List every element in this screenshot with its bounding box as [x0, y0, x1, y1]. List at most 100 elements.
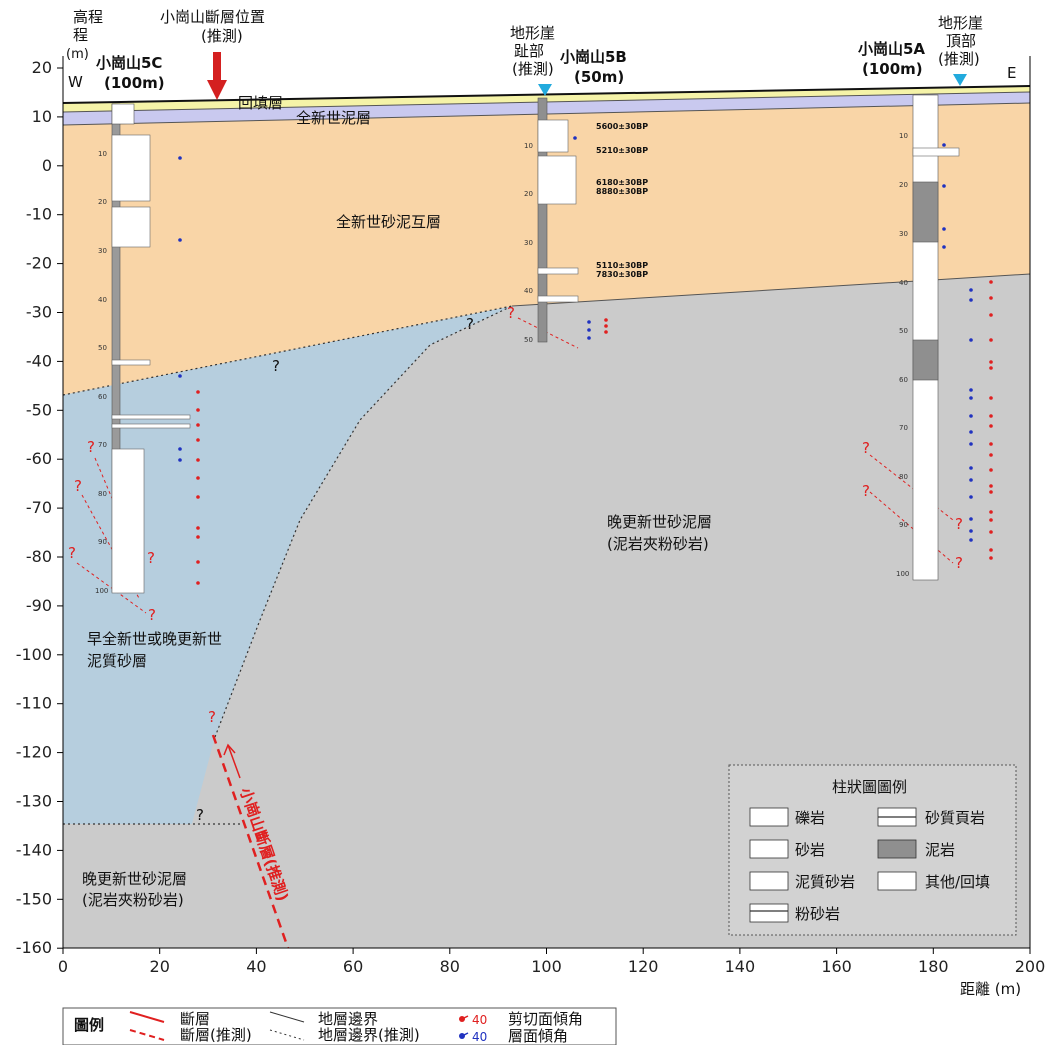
dip-marker — [587, 320, 591, 324]
dip-marker — [969, 298, 973, 302]
late-pleistocene-lower-label: 晚更新世砂泥層 — [82, 870, 187, 888]
svg-text:50: 50 — [899, 327, 908, 335]
svg-text:20: 20 — [98, 198, 107, 206]
svg-text:10: 10 — [98, 150, 107, 158]
siltstone-swatch — [749, 903, 789, 923]
dip-marker — [604, 324, 608, 328]
x-axis-label: 距離 (m) — [960, 980, 1021, 998]
dip-marker — [178, 374, 182, 378]
legend-boundary-inferred: 地層邊界(推測) — [318, 1026, 420, 1044]
y-axis: 20 10 0 -10 -20 -30 -40 -50 -60 -70 -80 -90 -100 -110… — [16, 58, 63, 957]
fault-position-label: 小崗山斷層位置 — [160, 8, 265, 26]
y-tick-label: -30 — [26, 303, 52, 322]
svg-text:80: 80 — [98, 490, 107, 498]
borehole-5a-column: 10 20 30 40 50 60 70 80 90 100 — [896, 94, 960, 581]
conglomerate-swatch — [749, 807, 789, 827]
svg-text:10: 10 — [899, 132, 908, 140]
y-tick-label: -120 — [16, 743, 52, 762]
y-tick-label: 20 — [32, 58, 52, 77]
dip-marker — [969, 338, 973, 342]
boundary-legend-line — [269, 1011, 305, 1023]
question-mark: ? — [148, 606, 156, 624]
svg-text:50: 50 — [98, 344, 107, 352]
muddy-sandstone-swatch — [749, 871, 789, 891]
dip-marker — [969, 396, 973, 400]
svg-text:20: 20 — [524, 190, 533, 198]
dip-marker — [989, 530, 993, 534]
question-mark: ? — [147, 549, 155, 567]
question-mark: ? — [208, 708, 216, 726]
date-label: 7830±30BP — [596, 270, 648, 279]
mudstone-swatch — [877, 839, 917, 859]
x-tick-label: 200 — [1015, 957, 1046, 976]
crest-label-1: 地形崖 — [938, 14, 983, 32]
question-mark: ? — [507, 304, 515, 322]
early-holocene-label: 早全新世或晚更新世 — [87, 630, 222, 648]
dip-marker — [178, 238, 182, 242]
date-label: 5110±30BP — [596, 261, 648, 270]
dip-marker — [989, 484, 993, 488]
boundary-early-inferred — [214, 305, 513, 738]
borehole-5c-depth: (100m) — [104, 74, 165, 92]
dip-marker — [989, 396, 993, 400]
dip-marker — [196, 495, 200, 499]
svg-text:10: 10 — [524, 142, 533, 150]
dip-marker — [969, 529, 973, 533]
x-tick-label: 100 — [531, 957, 562, 976]
dip-marker — [989, 468, 993, 472]
east-label: E — [1007, 64, 1016, 82]
dip-marker — [989, 338, 993, 342]
svg-text:30: 30 — [899, 230, 908, 238]
boundary-holocene-base — [511, 273, 1031, 307]
legend-fault: 斷層 — [180, 1010, 210, 1028]
y-tick-label: -150 — [16, 889, 52, 908]
legend-shear-dip: 剪切面傾角 — [508, 1010, 583, 1028]
svg-text:30: 30 — [98, 247, 107, 255]
svg-text:40: 40 — [899, 279, 908, 287]
legend-other-fill: 其他/回填 — [925, 873, 990, 891]
y-axis-title: 高程 — [73, 8, 103, 26]
dip-marker — [969, 466, 973, 470]
question-mark: ? — [466, 315, 474, 333]
holocene-mud-label: 全新世泥層 — [296, 109, 371, 127]
y-tick-label: -110 — [16, 694, 52, 713]
legend-fault-inferred: 斷層(推測) — [180, 1026, 252, 1044]
x-tick-label: 60 — [343, 957, 363, 976]
svg-text:30: 30 — [524, 239, 533, 247]
legend-muddy-sandstone: 泥質砂岩 — [795, 873, 855, 891]
svg-text:60: 60 — [98, 393, 107, 401]
dip-marker — [196, 526, 200, 530]
late-pleistocene-lower-label-2: (泥岩夾粉砂岩) — [82, 891, 184, 909]
legend-siltstone: 粉砂岩 — [795, 905, 840, 923]
dip-marker — [989, 490, 993, 494]
dip-marker — [196, 390, 200, 394]
svg-text:70: 70 — [899, 424, 908, 432]
x-axis: 0 20 40 60 80 100 120 140 160 180 200 — [58, 948, 1045, 976]
date-label: 5210±30BP — [596, 146, 648, 155]
y-tick-label: -20 — [26, 254, 52, 273]
dip-marker — [989, 442, 993, 446]
fault-line-inferred — [211, 734, 290, 949]
svg-text:70: 70 — [98, 441, 107, 449]
question-mark: ? — [862, 439, 870, 457]
sandstone-swatch — [749, 839, 789, 859]
column-legend-title: 柱狀圖圖例 — [832, 778, 907, 796]
question-mark: ? — [196, 806, 204, 824]
dip-marker — [942, 227, 946, 231]
dip-marker — [196, 438, 200, 442]
x-tick-label: 160 — [821, 957, 852, 976]
dip-marker — [969, 495, 973, 499]
dip-marker — [942, 245, 946, 249]
dip-marker — [196, 408, 200, 412]
crest-label-3: (推測) — [938, 50, 980, 68]
dip-marker — [178, 458, 182, 462]
svg-text:60: 60 — [899, 376, 908, 384]
question-mark: ? — [862, 482, 870, 500]
crest-arrow-icon — [953, 74, 967, 86]
crest-label-2: 頂部 — [946, 32, 976, 50]
dip-marker — [989, 296, 993, 300]
dip-markers — [178, 136, 993, 585]
question-mark: ? — [87, 438, 95, 456]
